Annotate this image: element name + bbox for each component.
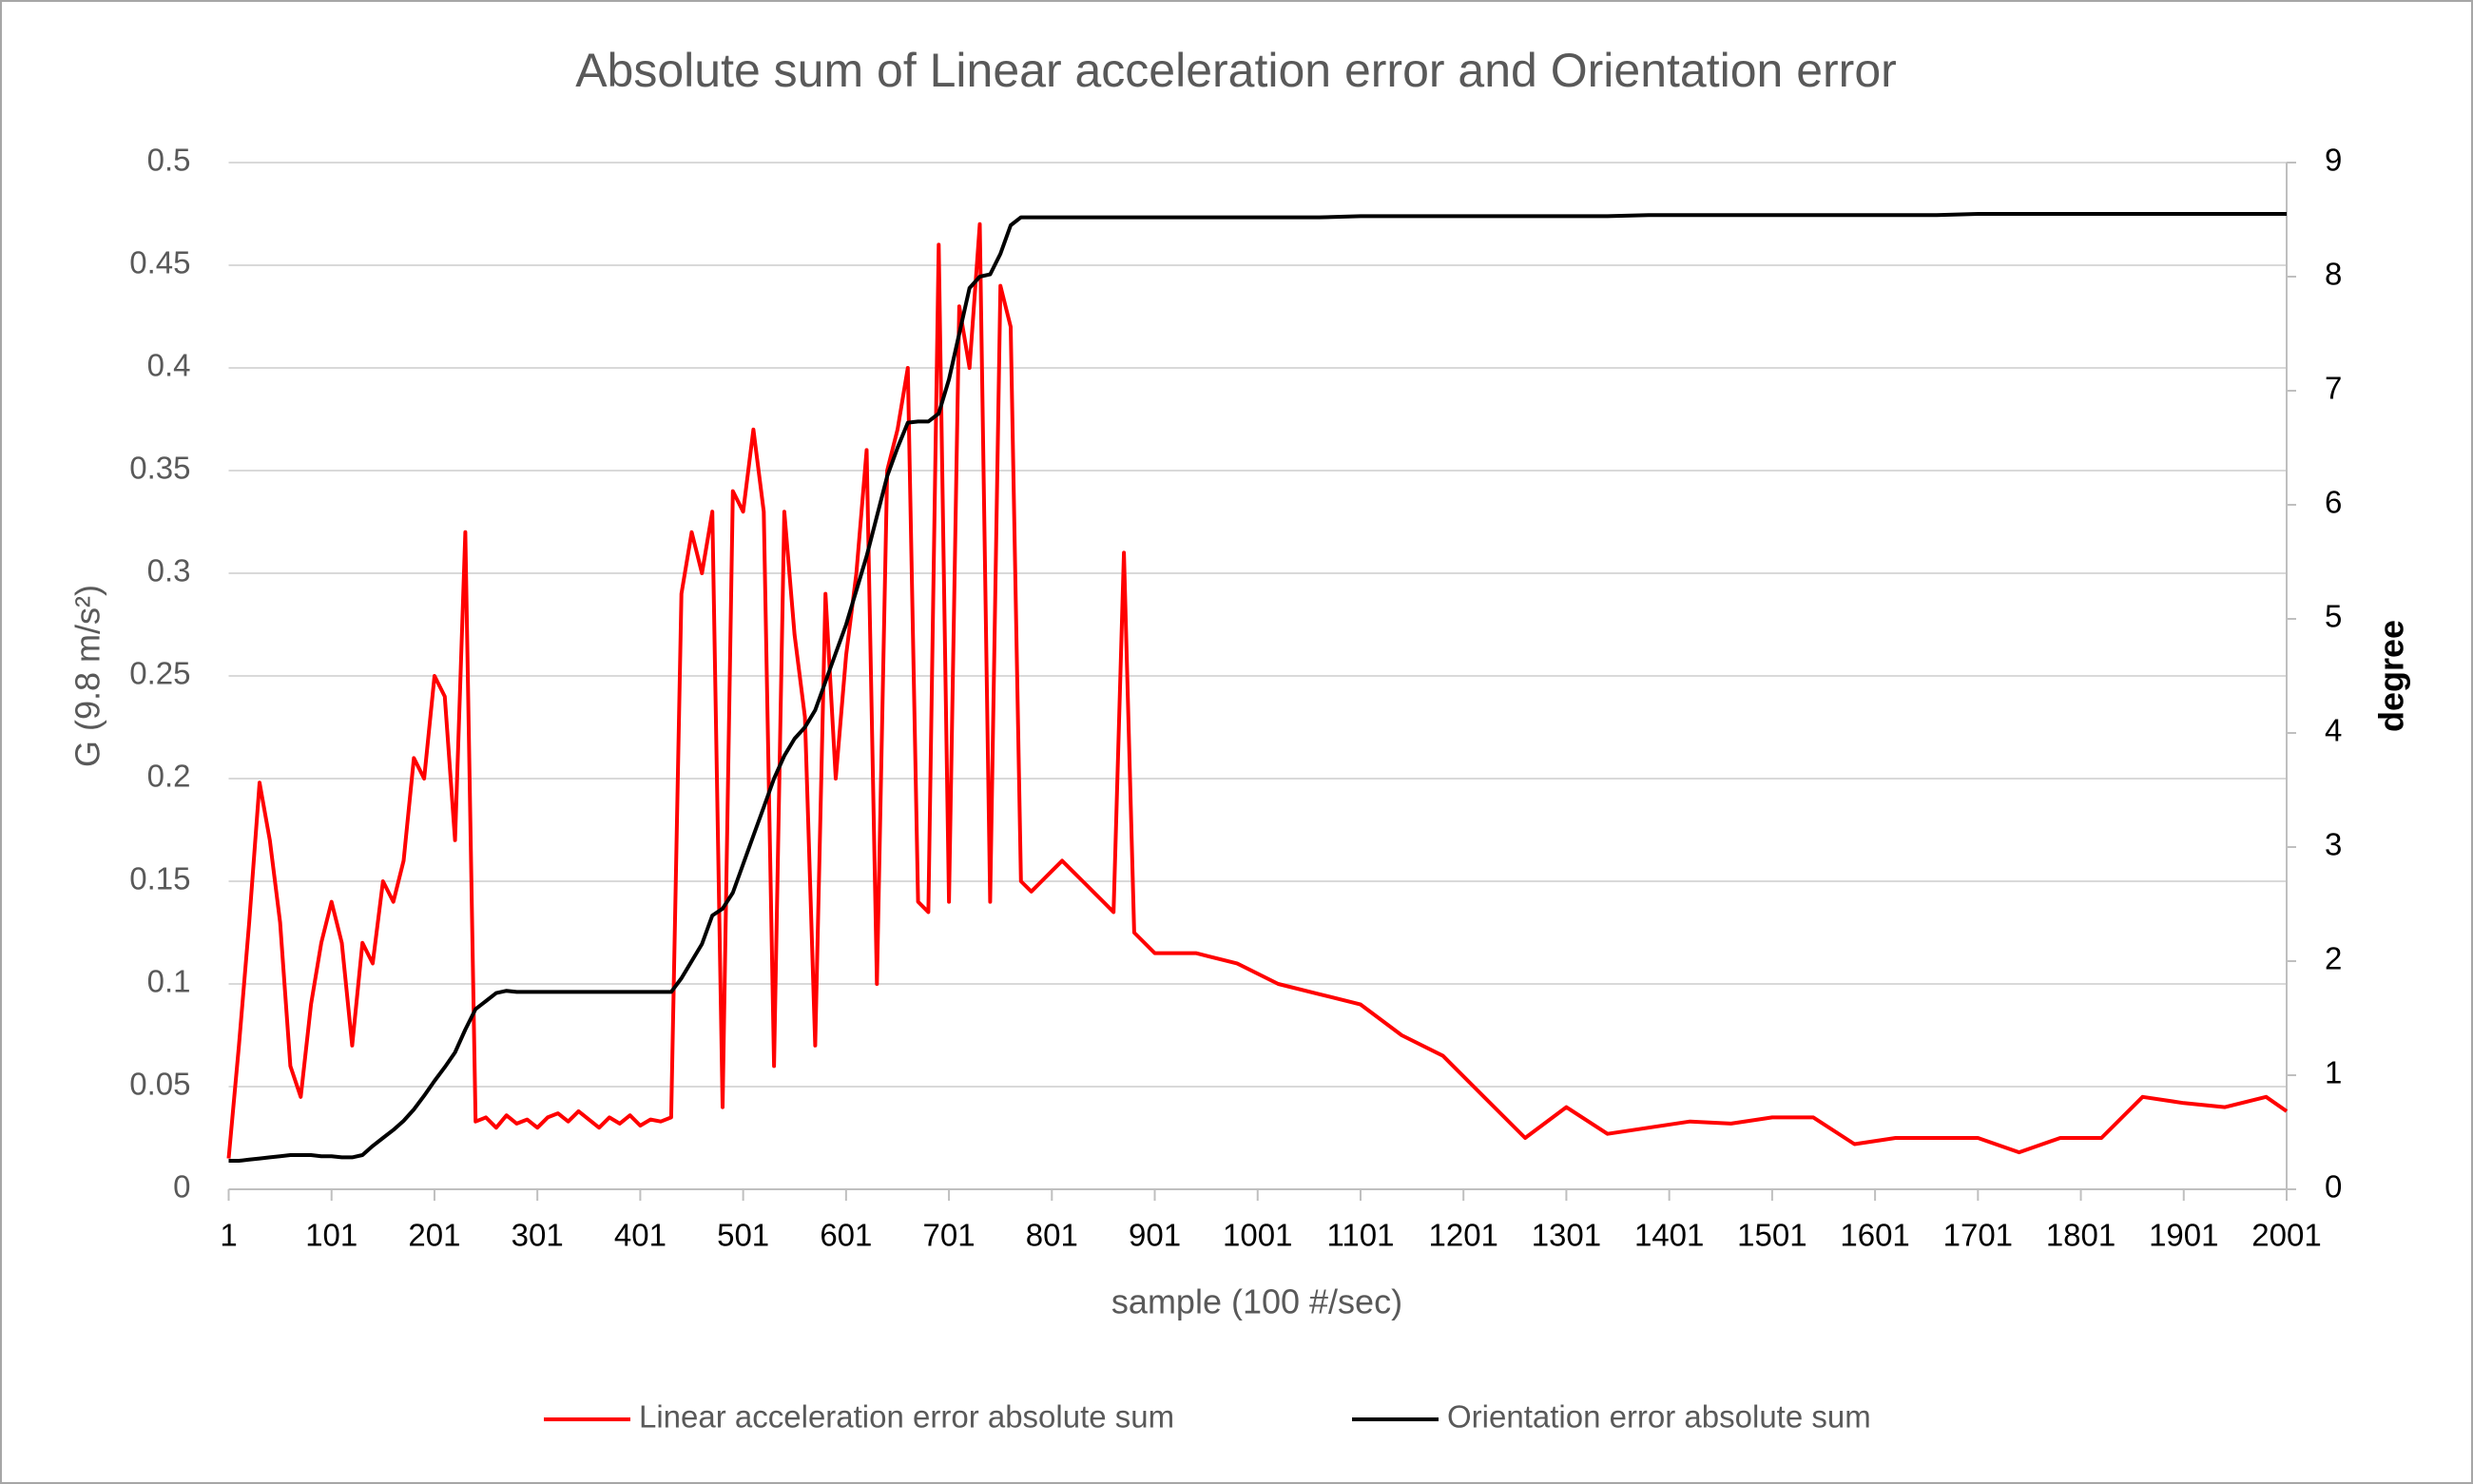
y-tick-label: 0.3	[147, 553, 191, 588]
legend-label: Linear acceleration error absolute sum	[639, 1399, 1174, 1435]
y2-tick-label: 1	[2325, 1055, 2342, 1090]
series-line	[226, 222, 2289, 1159]
x-tick-label: 1201	[1428, 1218, 1497, 1253]
x-tick-label: 1101	[1326, 1218, 1394, 1253]
x-tick-label: 1801	[2046, 1218, 2116, 1253]
y2-tick-label: 8	[2325, 257, 2342, 292]
x-tick-label: 2001	[2251, 1218, 2321, 1253]
y-tick-label: 0.25	[129, 656, 190, 691]
x-tick-label: 1701	[1943, 1218, 2013, 1253]
x-tick-label: 401	[614, 1218, 667, 1253]
x-tick-label: 1601	[1840, 1218, 1909, 1253]
y2-tick-label: 9	[2325, 143, 2342, 178]
y-tick-label: 0.5	[147, 143, 191, 178]
y2-tick-label: 2	[2325, 941, 2342, 976]
y2-tick-label: 4	[2325, 713, 2342, 748]
x-tick-label: 601	[820, 1218, 872, 1253]
y-tick-label: 0.15	[129, 861, 190, 896]
series-line	[228, 212, 2287, 1163]
x-tick-label: 301	[512, 1218, 564, 1253]
y2-tick-label: 5	[2325, 599, 2342, 634]
x-tick-label: 701	[923, 1218, 976, 1253]
chart-title: Absolute sum of Linear acceleration erro…	[575, 44, 1897, 97]
y-tick-label: 0.1	[147, 964, 191, 999]
x-tick-label: 1001	[1223, 1218, 1292, 1253]
y2-tick-label: 7	[2325, 371, 2342, 406]
x-tick-label: 1301	[1532, 1218, 1601, 1253]
x-tick-label: 1401	[1634, 1218, 1704, 1253]
x-tick-label: 1901	[2149, 1218, 2218, 1253]
x-tick-label: 101	[305, 1218, 357, 1253]
y2-axis-title: degree	[2372, 620, 2411, 732]
x-tick-label: 501	[717, 1218, 769, 1253]
x-tick-label: 1	[220, 1218, 237, 1253]
x-tick-label: 801	[1026, 1218, 1078, 1253]
y2-tick-label: 3	[2325, 827, 2342, 862]
y2-tick-label: 6	[2325, 485, 2342, 520]
x-tick-label: 1501	[1737, 1218, 1806, 1253]
legend-label: Orientation error absolute sum	[1447, 1399, 1871, 1435]
y-tick-label: 0.4	[147, 348, 191, 383]
y-tick-label: 0.2	[147, 759, 191, 794]
x-tick-label: 201	[408, 1218, 460, 1253]
y-axis-title: G (9.8 m/s²)	[68, 585, 107, 767]
y2-tick-label: 0	[2325, 1169, 2342, 1205]
y-tick-label: 0.45	[129, 245, 190, 280]
y-tick-label: 0.05	[129, 1067, 190, 1102]
x-tick-label: 901	[1129, 1218, 1181, 1253]
y-tick-label: 0	[173, 1169, 190, 1205]
x-axis-title: sample (100 #/sec)	[1111, 1282, 1402, 1321]
y-tick-label: 0.35	[129, 451, 190, 486]
